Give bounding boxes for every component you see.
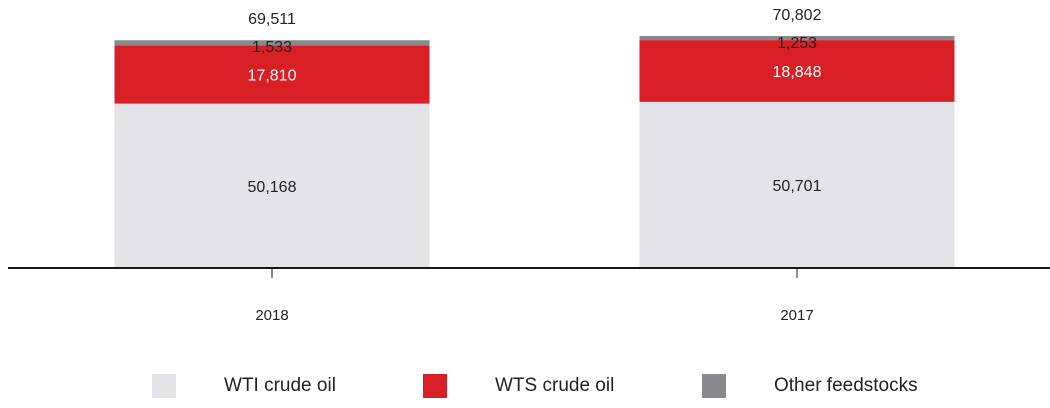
value-label-wts-2018: 17,810 [248, 67, 297, 84]
bar-other-2018 [114, 40, 430, 46]
bar-wti-2017 [639, 101, 955, 269]
x-tick-label-2018: 2018 [255, 307, 288, 324]
value-label-wti-2018: 50,168 [248, 179, 297, 196]
x-tick-label-2017: 2017 [780, 307, 813, 324]
bars-group [114, 36, 955, 269]
x-ticks-group [271, 268, 798, 278]
legend-item-wts: WTS crude oil [423, 372, 614, 400]
labels-group: 50,168 17,810 1,533 69,511 2018 50,701 18,848 1… [248, 7, 822, 324]
legend-item-other: Other feedstocks [702, 372, 918, 400]
legend-label-wti: WTI crude oil [224, 375, 336, 396]
legend-swatch-wts [423, 374, 447, 398]
bar-wts-2018 [114, 45, 430, 104]
total-label-2018: 69,511 [248, 11, 296, 28]
total-label-2017: 70,802 [773, 7, 822, 24]
legend-swatch-other [702, 374, 726, 398]
legend-label-wts: WTS crude oil [495, 375, 615, 396]
legend-label-other: Other feedstocks [774, 375, 918, 396]
legend-swatch-wti [152, 374, 176, 398]
value-label-other-2018: 1,533 [252, 39, 292, 56]
bar-wts-2017 [639, 40, 955, 102]
legend-item-wti: WTI crude oil [152, 372, 336, 400]
bar-other-2017 [639, 36, 955, 41]
legend: WTI crude oil WTS crude oil Other feedst… [0, 372, 1050, 408]
value-label-wts-2017: 18,848 [773, 64, 822, 81]
value-label-other-2017: 1,253 [777, 35, 817, 52]
bar-wti-2018 [114, 103, 430, 268]
value-label-wti-2017: 50,701 [773, 178, 822, 195]
